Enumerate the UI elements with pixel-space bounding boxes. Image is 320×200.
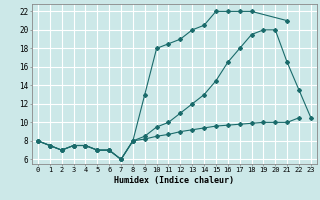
- X-axis label: Humidex (Indice chaleur): Humidex (Indice chaleur): [115, 176, 234, 185]
